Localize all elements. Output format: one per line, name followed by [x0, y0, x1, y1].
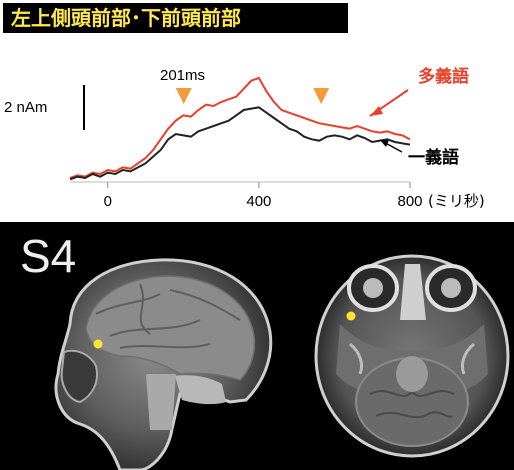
latency-arrow-marker — [313, 88, 330, 104]
series-pointer-head-0 — [370, 106, 383, 116]
figure-title: 左上側頭前部･下前頭前部 — [3, 3, 348, 33]
sagittal-marker — [93, 339, 103, 349]
sagittal-slice — [54, 258, 273, 470]
series-pointer-head-1 — [380, 140, 389, 147]
series-label-0: 多義語 — [418, 66, 469, 87]
subject-label: S4 — [20, 230, 77, 282]
series-label-1: 一義語 — [408, 147, 459, 168]
mri-svg — [54, 254, 510, 470]
x-tick-label: 0 — [104, 193, 112, 210]
series-line-0 — [69, 76, 411, 179]
latency-arrow-marker — [175, 88, 192, 104]
x-unit-label: (ミリ秒) — [428, 192, 485, 210]
axial-marker — [346, 311, 356, 321]
mri-panel: S4 — [0, 224, 514, 470]
latency-annotation: 201ms — [160, 67, 205, 84]
chart-panel: 0 400 800 (ミリ秒) 2 nAm 201ms 多義語一義語 左上側頭前部･下前頭前… — [0, 0, 514, 224]
panel-divider — [0, 222, 514, 225]
series-line-1 — [69, 106, 411, 181]
x-tick-label: 800 — [397, 193, 422, 210]
axial-slice — [314, 254, 510, 458]
scale-bar-label: 2 nAm — [4, 99, 47, 116]
x-tick-label: 400 — [246, 193, 271, 210]
